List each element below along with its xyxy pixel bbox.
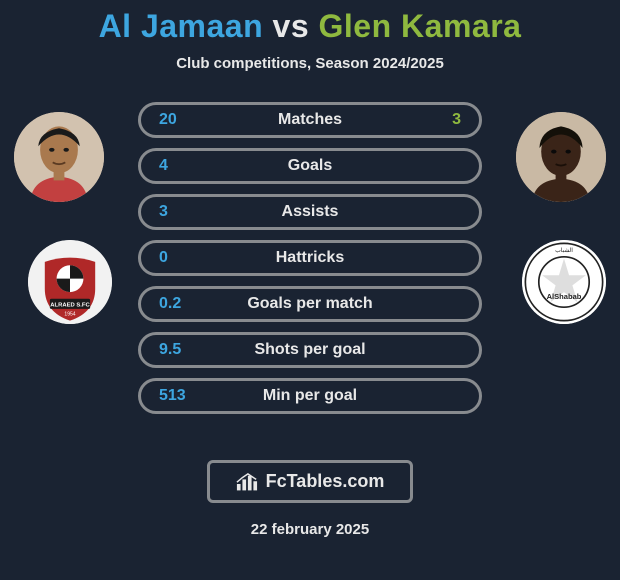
player2-avatar [516, 112, 606, 202]
stat-right-value: 3 [421, 111, 461, 129]
svg-text:1954: 1954 [64, 312, 75, 318]
stat-row-hattricks: 0 Hattricks [138, 240, 482, 276]
svg-text:الشباب: الشباب [555, 247, 573, 254]
stat-row-shots-per-goal: 9.5 Shots per goal [138, 332, 482, 368]
player1-name: Al Jamaan [99, 8, 264, 44]
comparison-content: ALRAED S.FC 1954 AlShabab الشباب 20 Matc… [0, 102, 620, 442]
player2-club-badge: AlShabab الشباب [522, 240, 606, 324]
vs-separator: vs [273, 8, 310, 44]
stat-left-value: 3 [159, 203, 199, 221]
subtitle: Club competitions, Season 2024/2025 [0, 55, 620, 72]
stat-left-value: 0.2 [159, 295, 199, 313]
svg-text:ALRAED S.FC: ALRAED S.FC [50, 302, 90, 308]
bar-chart-icon [236, 473, 258, 491]
player2-name: Glen Kamara [319, 8, 522, 44]
footer: FcTables.com 22 february 2025 [0, 460, 620, 538]
stats-rows: 20 Matches 3 4 Goals 3 Assists 0 Hattric… [138, 102, 482, 424]
player1-club-badge: ALRAED S.FC 1954 [28, 240, 112, 324]
stat-label: Goals per match [199, 295, 421, 313]
stat-label: Shots per goal [199, 341, 421, 359]
stat-label: Goals [199, 157, 421, 175]
stat-left-value: 513 [159, 387, 199, 405]
comparison-title: Al Jamaan vs Glen Kamara [0, 8, 620, 45]
stat-label: Min per goal [199, 387, 421, 405]
brand-text: FcTables.com [266, 471, 385, 492]
stat-row-assists: 3 Assists [138, 194, 482, 230]
stat-row-min-per-goal: 513 Min per goal [138, 378, 482, 414]
stat-left-value: 4 [159, 157, 199, 175]
svg-text:AlShabab: AlShabab [547, 292, 582, 301]
generated-date: 22 february 2025 [0, 521, 620, 538]
stat-left-value: 20 [159, 111, 199, 129]
brand-badge: FcTables.com [207, 460, 414, 503]
stat-row-goals: 4 Goals [138, 148, 482, 184]
stat-label: Hattricks [199, 249, 421, 267]
stat-row-goals-per-match: 0.2 Goals per match [138, 286, 482, 322]
stat-label: Matches [199, 111, 421, 129]
stat-label: Assists [199, 203, 421, 221]
stat-left-value: 0 [159, 249, 199, 267]
player1-avatar [14, 112, 104, 202]
stat-left-value: 9.5 [159, 341, 199, 359]
stat-row-matches: 20 Matches 3 [138, 102, 482, 138]
